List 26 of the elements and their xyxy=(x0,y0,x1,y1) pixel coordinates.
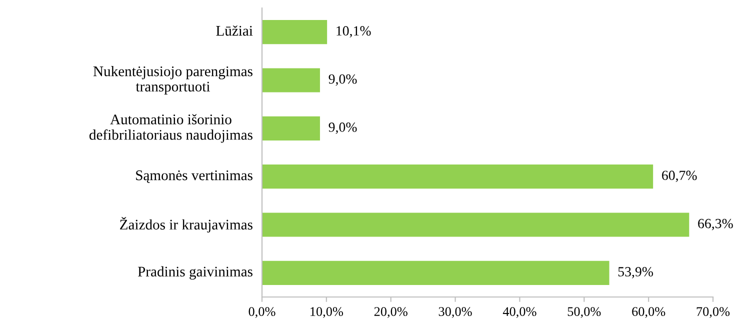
x-tick-label: 40,0% xyxy=(502,307,536,318)
y-tick-label: Lūžiai xyxy=(216,25,253,36)
bar xyxy=(262,260,610,285)
bar xyxy=(262,116,320,140)
x-tick-label: 0,0% xyxy=(248,307,276,318)
x-tick-label: 70,0% xyxy=(696,307,730,318)
y-tick-label: Automatinio išorinio defibriliatoriaus naudojimas xyxy=(89,114,252,143)
data-label: 60,7% xyxy=(662,170,697,182)
y-tick-label: Sąmonės vertinimas xyxy=(136,170,252,183)
data-label: 53,9% xyxy=(618,267,654,278)
bar xyxy=(262,164,654,189)
x-tick-label: 20,0% xyxy=(374,307,408,318)
y-tick-label: Nukentėjusiojo parengimas transportuoti xyxy=(93,66,252,95)
bar xyxy=(262,212,690,237)
data-label: 9,0% xyxy=(328,74,357,86)
x-tick-label: 30,0% xyxy=(438,307,472,318)
x-tick-label: 10,0% xyxy=(310,307,344,318)
bar xyxy=(262,68,320,92)
x-tick-label: 50,0% xyxy=(568,307,601,318)
y-tick-label: Pradinis gaivinimas xyxy=(138,266,252,280)
data-label: 9,0% xyxy=(328,122,357,134)
data-label: 66,3% xyxy=(698,218,733,230)
x-tick-label: 60,0% xyxy=(632,307,666,318)
y-tick-label: Žaizdos ir kraujavimas xyxy=(120,216,252,233)
data-label: 10,1% xyxy=(336,26,371,38)
bar xyxy=(262,20,328,44)
